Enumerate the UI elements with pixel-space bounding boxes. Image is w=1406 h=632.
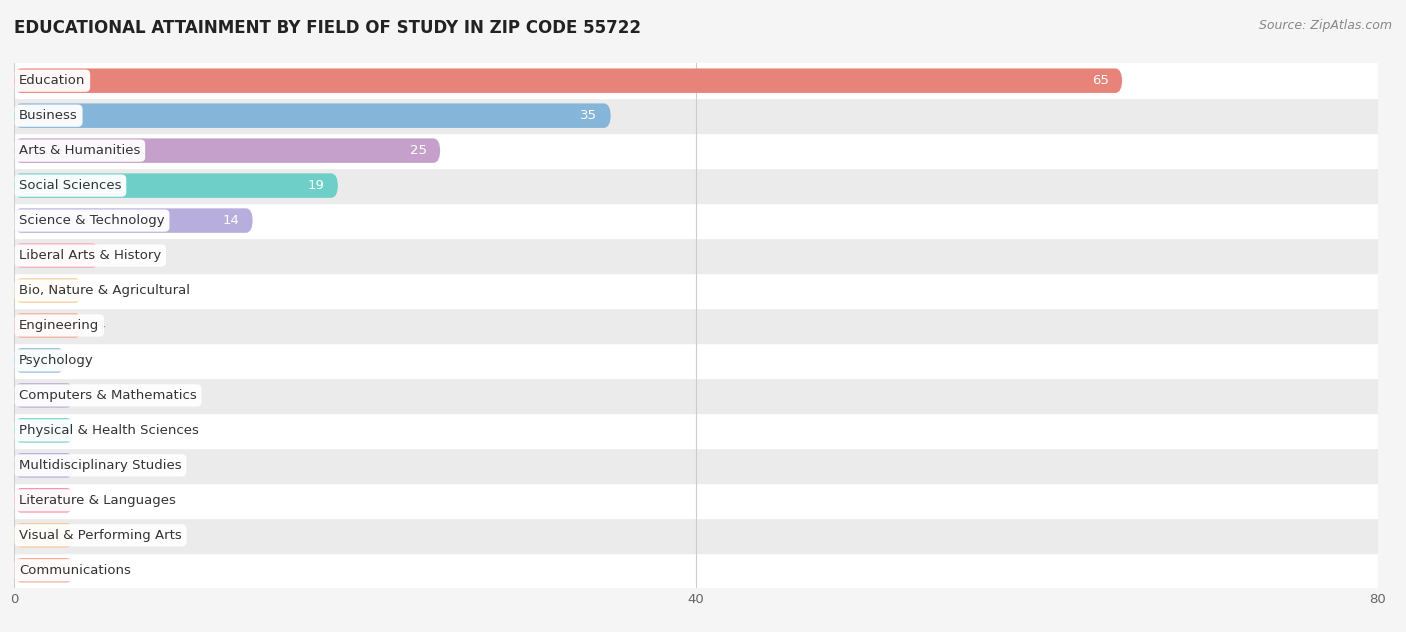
Text: Business: Business bbox=[20, 109, 77, 122]
FancyBboxPatch shape bbox=[14, 453, 73, 478]
Text: Psychology: Psychology bbox=[20, 354, 94, 367]
Text: Education: Education bbox=[20, 74, 86, 87]
FancyBboxPatch shape bbox=[14, 138, 440, 163]
Text: Physical & Health Sciences: Physical & Health Sciences bbox=[20, 424, 200, 437]
Bar bbox=[14, 63, 1378, 98]
FancyBboxPatch shape bbox=[14, 558, 73, 583]
Text: 19: 19 bbox=[308, 179, 325, 192]
Text: Engineering: Engineering bbox=[20, 319, 100, 332]
FancyBboxPatch shape bbox=[14, 173, 337, 198]
Text: Source: ZipAtlas.com: Source: ZipAtlas.com bbox=[1258, 19, 1392, 32]
Text: 3: 3 bbox=[79, 354, 87, 367]
Bar bbox=[14, 203, 1378, 238]
Bar bbox=[14, 98, 1378, 133]
Text: Arts & Humanities: Arts & Humanities bbox=[20, 144, 141, 157]
Bar bbox=[14, 518, 1378, 553]
FancyBboxPatch shape bbox=[14, 68, 1122, 93]
FancyBboxPatch shape bbox=[14, 278, 82, 303]
FancyBboxPatch shape bbox=[14, 523, 73, 547]
Bar bbox=[14, 273, 1378, 308]
Text: 14: 14 bbox=[222, 214, 239, 227]
FancyBboxPatch shape bbox=[14, 209, 253, 233]
Bar bbox=[14, 553, 1378, 588]
Bar bbox=[14, 343, 1378, 378]
Text: Computers & Mathematics: Computers & Mathematics bbox=[20, 389, 197, 402]
FancyBboxPatch shape bbox=[14, 383, 73, 408]
Text: EDUCATIONAL ATTAINMENT BY FIELD OF STUDY IN ZIP CODE 55722: EDUCATIONAL ATTAINMENT BY FIELD OF STUDY… bbox=[14, 19, 641, 37]
Text: 0: 0 bbox=[87, 389, 96, 402]
FancyBboxPatch shape bbox=[14, 488, 73, 513]
Text: 5: 5 bbox=[112, 249, 121, 262]
Bar bbox=[14, 413, 1378, 448]
Text: 0: 0 bbox=[87, 529, 96, 542]
Text: Visual & Performing Arts: Visual & Performing Arts bbox=[20, 529, 181, 542]
Bar bbox=[14, 483, 1378, 518]
Text: Science & Technology: Science & Technology bbox=[20, 214, 165, 227]
Text: Communications: Communications bbox=[20, 564, 131, 577]
FancyBboxPatch shape bbox=[14, 104, 610, 128]
FancyBboxPatch shape bbox=[14, 348, 65, 373]
Bar bbox=[14, 133, 1378, 168]
Bar bbox=[14, 168, 1378, 203]
Text: Multidisciplinary Studies: Multidisciplinary Studies bbox=[20, 459, 181, 472]
FancyBboxPatch shape bbox=[14, 418, 73, 442]
Text: Literature & Languages: Literature & Languages bbox=[20, 494, 176, 507]
Text: 0: 0 bbox=[87, 494, 96, 507]
FancyBboxPatch shape bbox=[14, 243, 100, 268]
Text: 0: 0 bbox=[87, 564, 96, 577]
Text: 4: 4 bbox=[96, 284, 104, 297]
FancyBboxPatch shape bbox=[14, 313, 82, 337]
Bar bbox=[14, 308, 1378, 343]
Text: 65: 65 bbox=[1091, 74, 1108, 87]
Bar bbox=[14, 378, 1378, 413]
Text: 0: 0 bbox=[87, 459, 96, 472]
Text: Bio, Nature & Agricultural: Bio, Nature & Agricultural bbox=[20, 284, 190, 297]
Bar bbox=[14, 448, 1378, 483]
Text: Liberal Arts & History: Liberal Arts & History bbox=[20, 249, 162, 262]
Bar bbox=[14, 238, 1378, 273]
Text: 35: 35 bbox=[581, 109, 598, 122]
Text: 0: 0 bbox=[87, 424, 96, 437]
Text: 4: 4 bbox=[96, 319, 104, 332]
Text: 25: 25 bbox=[409, 144, 426, 157]
Text: Social Sciences: Social Sciences bbox=[20, 179, 122, 192]
